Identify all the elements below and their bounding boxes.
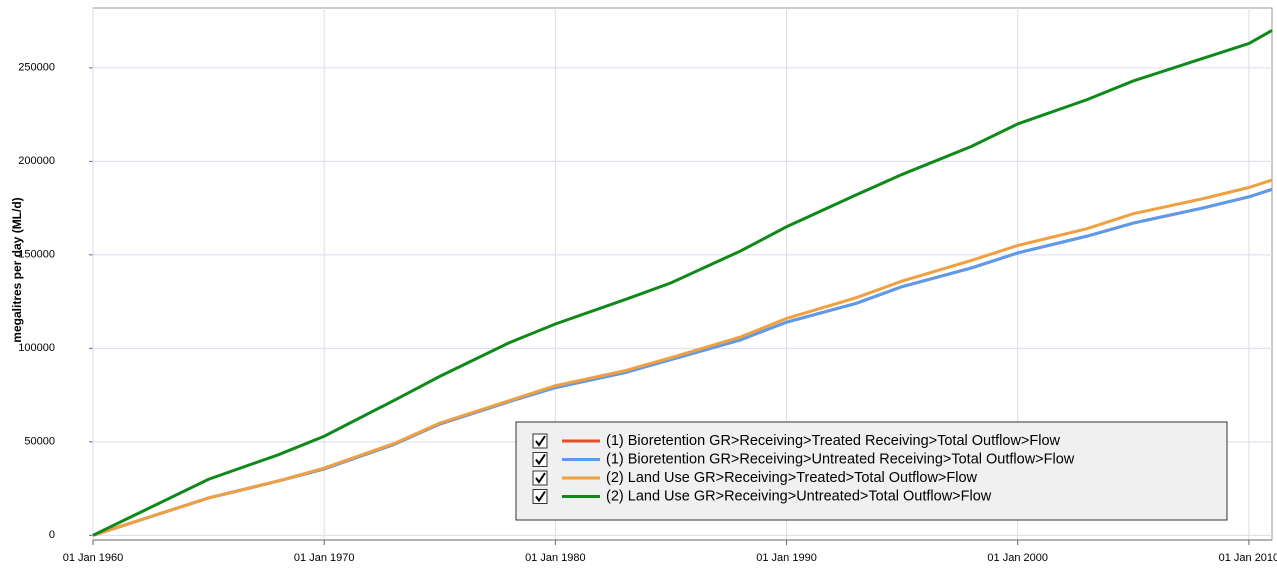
series-line	[92, 178, 1273, 537]
x-tick-label: 01 Jan 2010	[1219, 552, 1277, 564]
y-tick-label: 200000	[18, 155, 55, 167]
y-tick-label: 50000	[24, 436, 55, 448]
y-tick-label: 150000	[18, 249, 55, 261]
legend-label: (2) Land Use GR>Receiving>Untreated>Tota…	[606, 488, 992, 504]
legend-label: (2) Land Use GR>Receiving>Treated>Total …	[606, 470, 978, 486]
y-axis-label: megalitres per day (ML/d)	[10, 197, 24, 342]
checkmark	[535, 490, 546, 503]
legend-entry[interactable]: (2) Land Use GR>Receiving>Untreated>Tota…	[532, 488, 992, 504]
checkmark	[535, 472, 546, 484]
legend-entry[interactable]: (2) Land Use GR>Receiving>Treated>Total …	[532, 470, 978, 486]
legend-entry[interactable]: (1) Bioretention GR>Receiving>Treated Re…	[532, 433, 1061, 449]
legend-box	[515, 421, 1228, 521]
legend-label: (1) Bioretention GR>Receiving>Treated Re…	[606, 433, 1061, 449]
checkmark	[535, 453, 546, 466]
x-tick-label: 01 Jan 1960	[63, 552, 124, 564]
legend-entry[interactable]: (1) Bioretention GR>Receiving>Untreated …	[532, 451, 1075, 467]
x-tick-label: 01 Jan 1980	[525, 552, 586, 564]
checkmark	[535, 435, 546, 447]
x-tick-label: 01 Jan 2000	[987, 552, 1048, 564]
legend-label: (1) Bioretention GR>Receiving>Untreated …	[606, 451, 1075, 467]
y-tick-label: 100000	[18, 342, 55, 354]
x-tick-label: 01 Jan 1990	[756, 552, 817, 564]
y-tick-label: 250000	[18, 62, 55, 74]
x-tick-label: 01 Jan 1970	[294, 552, 355, 564]
series-line	[92, 29, 1273, 537]
y-tick-label: 0	[49, 529, 55, 541]
